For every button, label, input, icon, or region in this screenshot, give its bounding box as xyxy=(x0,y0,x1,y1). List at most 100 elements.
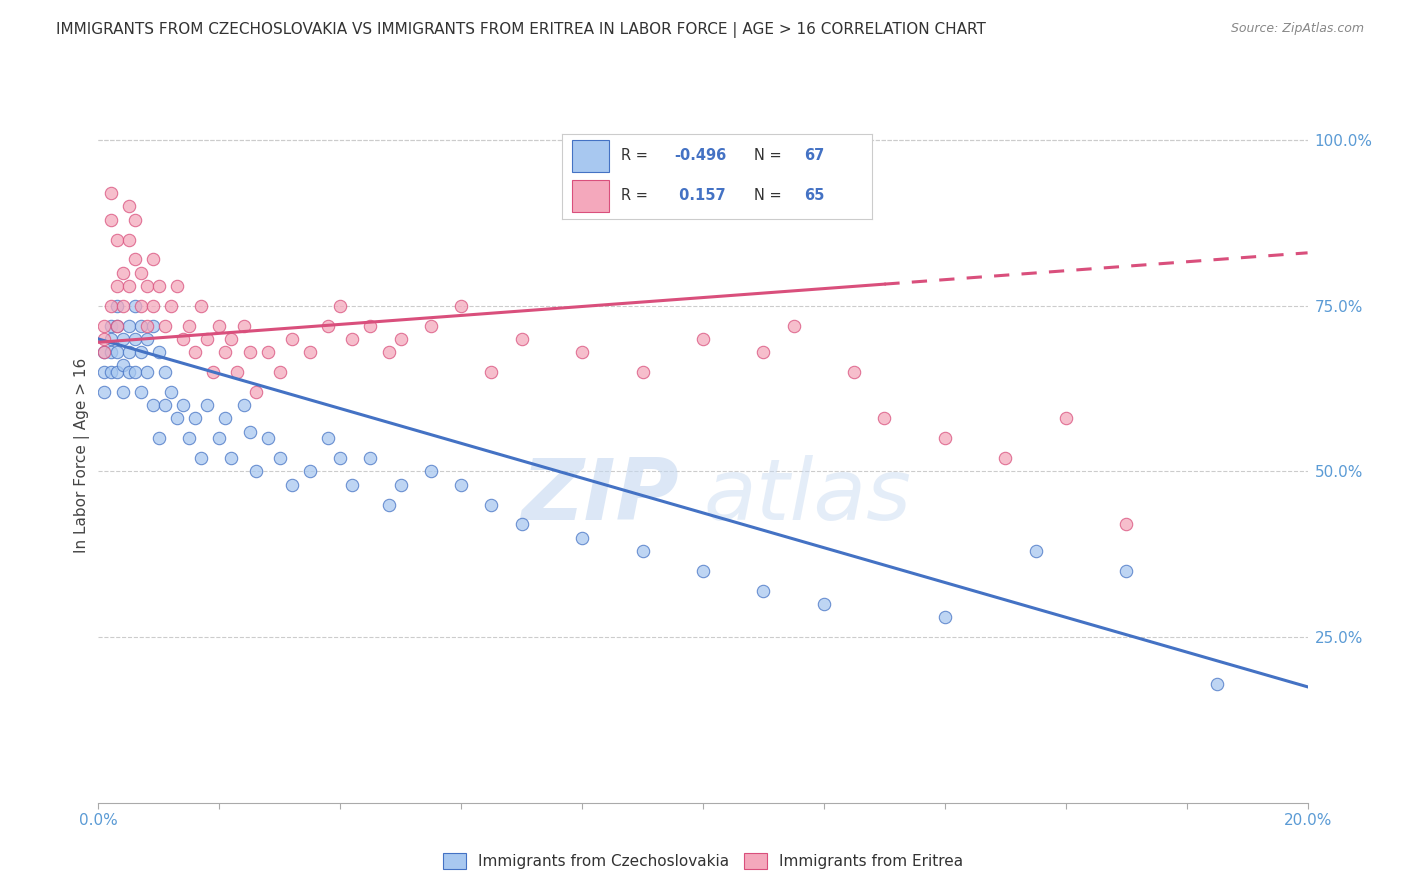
Point xyxy=(129,384,152,399)
Text: IMMIGRANTS FROM CZECHOSLOVAKIA VS IMMIGRANTS FROM ERITREA IN LABOR FORCE | AGE >: IMMIGRANTS FROM CZECHOSLOVAKIA VS IMMIGR… xyxy=(56,22,986,38)
Point xyxy=(934,610,956,624)
Point xyxy=(571,345,593,359)
Point xyxy=(105,318,128,333)
Text: Source: ZipAtlas.com: Source: ZipAtlas.com xyxy=(1230,22,1364,36)
Point xyxy=(269,365,291,379)
Point xyxy=(105,233,128,247)
Point xyxy=(245,465,267,479)
Point xyxy=(172,398,194,412)
Point xyxy=(342,477,364,491)
Text: R =: R = xyxy=(621,188,652,203)
Point xyxy=(195,398,218,412)
Point xyxy=(245,384,267,399)
Point xyxy=(124,299,146,313)
Point xyxy=(135,365,157,379)
Point xyxy=(148,431,170,445)
Point xyxy=(160,384,183,399)
Bar xyxy=(572,140,609,172)
Point xyxy=(93,318,115,333)
Point xyxy=(190,451,212,466)
Point xyxy=(93,332,115,346)
Point xyxy=(214,411,236,425)
Point xyxy=(105,365,128,379)
Point xyxy=(377,345,399,359)
Point xyxy=(281,477,304,491)
Point xyxy=(135,279,157,293)
Point xyxy=(124,252,146,267)
Point xyxy=(190,299,212,313)
Point xyxy=(148,345,170,359)
Point xyxy=(329,299,352,313)
Point xyxy=(316,318,339,333)
Y-axis label: In Labor Force | Age > 16: In Labor Force | Age > 16 xyxy=(75,358,90,552)
Point xyxy=(111,332,134,346)
Point xyxy=(153,365,176,379)
Point xyxy=(195,332,218,346)
Point xyxy=(160,299,183,313)
Point xyxy=(184,345,207,359)
Point xyxy=(692,564,714,578)
Point xyxy=(153,398,176,412)
Point xyxy=(93,345,115,359)
Point xyxy=(342,332,364,346)
Point xyxy=(208,318,231,333)
Point xyxy=(129,266,152,280)
Point xyxy=(239,345,262,359)
Point xyxy=(172,332,194,346)
Point xyxy=(153,318,176,333)
Point xyxy=(299,465,322,479)
Text: R =: R = xyxy=(621,148,652,163)
Point xyxy=(844,365,866,379)
Point xyxy=(692,332,714,346)
Point xyxy=(142,299,165,313)
Point xyxy=(1206,676,1229,690)
Point xyxy=(269,451,291,466)
Point xyxy=(100,186,122,201)
Point xyxy=(208,431,231,445)
Point xyxy=(631,544,654,558)
Point xyxy=(481,365,503,379)
Point xyxy=(752,345,775,359)
Point xyxy=(420,318,443,333)
Point xyxy=(124,332,146,346)
Point xyxy=(105,318,128,333)
Point xyxy=(124,212,146,227)
Point xyxy=(105,299,128,313)
Point xyxy=(93,384,115,399)
Point xyxy=(100,332,122,346)
Text: -0.496: -0.496 xyxy=(673,148,725,163)
Text: N =: N = xyxy=(754,148,786,163)
Point xyxy=(166,279,188,293)
Point xyxy=(129,299,152,313)
Point xyxy=(179,318,201,333)
Point xyxy=(221,332,243,346)
Point xyxy=(510,517,533,532)
Point xyxy=(450,299,472,313)
Point xyxy=(202,365,225,379)
Point xyxy=(118,233,141,247)
Point xyxy=(100,212,122,227)
Point xyxy=(105,279,128,293)
Point xyxy=(934,431,956,445)
Point xyxy=(221,451,243,466)
Point xyxy=(481,498,503,512)
Point xyxy=(631,365,654,379)
Point xyxy=(129,345,152,359)
Point xyxy=(100,318,122,333)
Point xyxy=(100,299,122,313)
Text: 67: 67 xyxy=(804,148,824,163)
Point xyxy=(510,332,533,346)
Point xyxy=(179,431,201,445)
Point xyxy=(111,266,134,280)
Point xyxy=(93,365,115,379)
Point xyxy=(118,279,141,293)
Point xyxy=(184,411,207,425)
Point xyxy=(142,318,165,333)
Point xyxy=(752,583,775,598)
Point xyxy=(256,431,278,445)
Point xyxy=(377,498,399,512)
Point xyxy=(1115,517,1137,532)
Point xyxy=(1054,411,1077,425)
Point xyxy=(994,451,1017,466)
Point xyxy=(1115,564,1137,578)
